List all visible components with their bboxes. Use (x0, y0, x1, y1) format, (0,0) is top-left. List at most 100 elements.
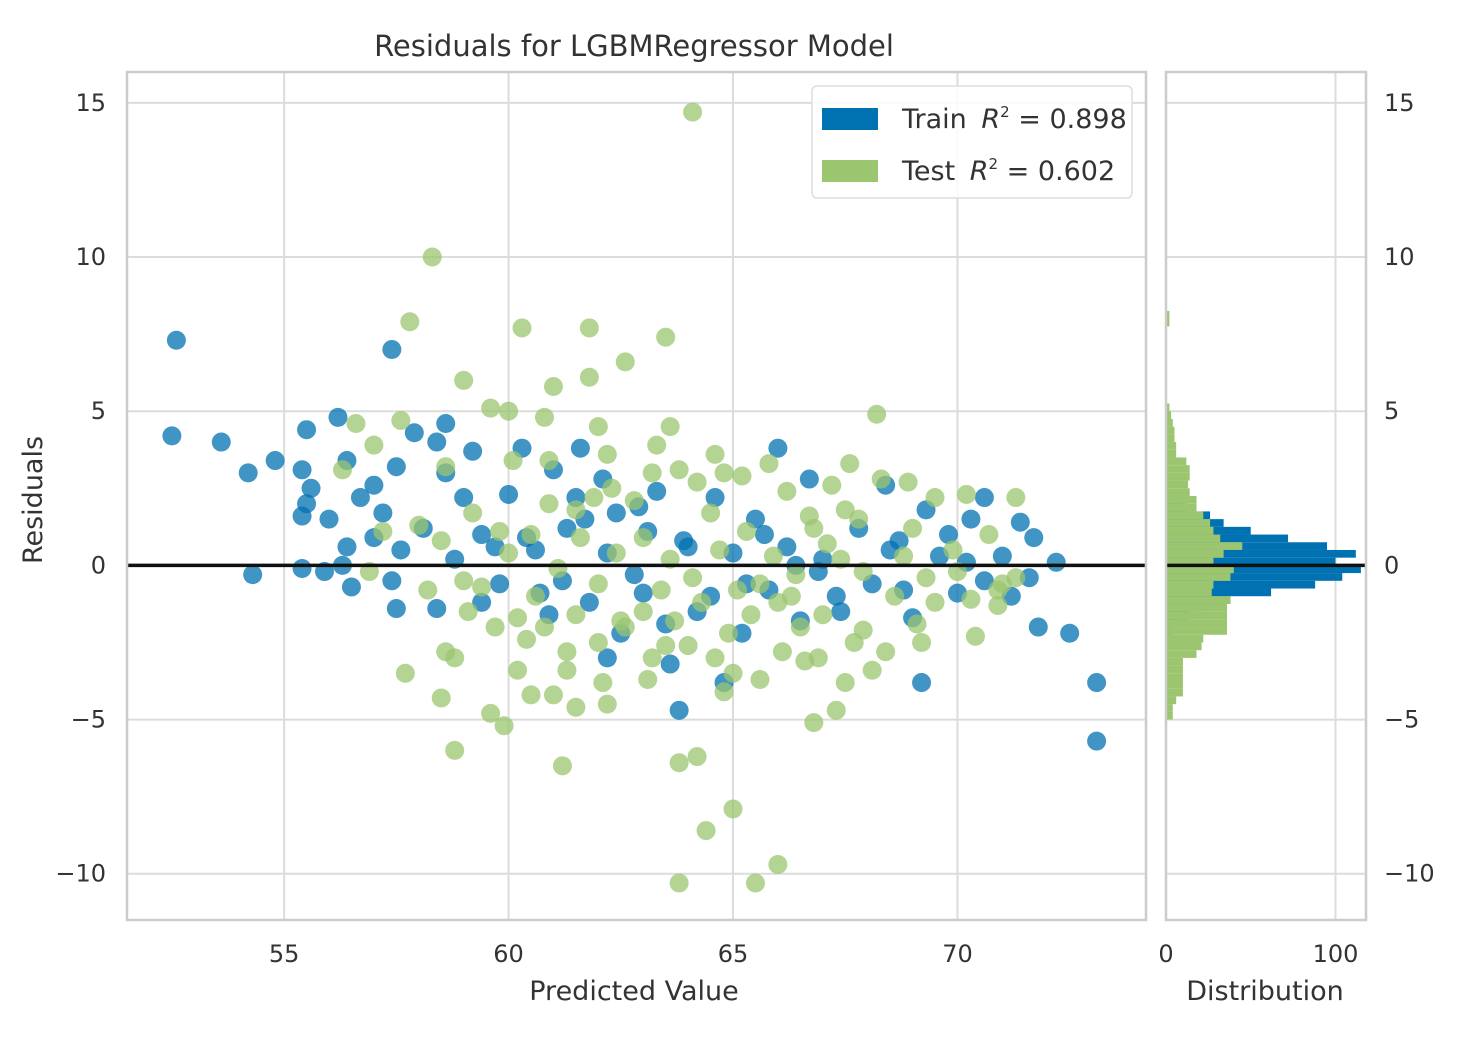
test-point (499, 401, 519, 421)
test-point (907, 614, 927, 634)
histogram-test-bar (1166, 711, 1173, 720)
train-point (292, 558, 312, 578)
histogram-axes-frame (1164, 70, 1368, 922)
test-point (481, 703, 501, 723)
test-point (454, 370, 474, 390)
test-point (588, 632, 608, 652)
test-point (772, 642, 792, 662)
test-point (925, 592, 945, 612)
histogram-train-bar (1166, 534, 1289, 543)
train-point (427, 432, 447, 452)
main-tick-labels: 55 60 65 70 15 10 5 0 −5 −10 (55, 89, 972, 968)
train-point (1046, 552, 1066, 572)
train-point (1087, 673, 1107, 693)
histogram-test-bar (1166, 657, 1183, 666)
legend-test-swatch (822, 160, 878, 182)
test-point (956, 484, 976, 504)
hist-y-tick-label: 10 (1384, 243, 1415, 271)
test-point (804, 713, 824, 733)
train-point (705, 488, 725, 508)
histogram-test-bar (1166, 503, 1197, 512)
hist-y-tick-label: 5 (1384, 397, 1399, 425)
test-point (840, 454, 860, 474)
test-point (916, 568, 936, 588)
test-point (597, 444, 617, 464)
train-point (557, 518, 577, 538)
train-point (660, 654, 680, 674)
test-point (656, 636, 676, 656)
train-point (243, 565, 263, 585)
test-point (481, 398, 501, 418)
train-point (404, 423, 424, 443)
x-tick-label: 55 (269, 940, 300, 968)
train-point (472, 525, 492, 545)
histogram-test-bar (1166, 449, 1177, 458)
histogram-test-bar (1166, 318, 1170, 327)
histogram-test-bar (1166, 557, 1214, 566)
test-point (454, 571, 474, 591)
test-point (723, 663, 743, 683)
test-point (557, 642, 577, 662)
train-point (319, 509, 339, 529)
train-point (826, 586, 846, 606)
test-point (638, 669, 658, 689)
test-point (503, 451, 523, 471)
main-scatter (162, 102, 1107, 893)
train-point (382, 571, 402, 591)
test-point (763, 546, 783, 566)
histogram-test-bar (1166, 634, 1204, 643)
test-point (647, 435, 667, 455)
histogram-test-bar (1166, 465, 1190, 473)
test-point (979, 525, 999, 545)
chart-title: Residuals for LGBMRegressor Model (374, 29, 894, 63)
histogram-test-bar (1166, 472, 1190, 481)
test-point (463, 503, 483, 523)
test-point (656, 327, 676, 347)
histogram-test-bar (1166, 665, 1183, 674)
test-point (534, 617, 554, 637)
test-point (570, 528, 590, 548)
histogram-test-bar (1166, 480, 1189, 489)
test-point (445, 648, 465, 668)
train-point (1019, 568, 1039, 588)
legend: Train R2 = 0.898 Test R2 = 0.602 (811, 85, 1133, 199)
test-point (988, 595, 1008, 615)
y-tick-label: 0 (91, 551, 106, 579)
test-point (835, 500, 855, 520)
train-point (1010, 512, 1030, 532)
train-point (350, 488, 370, 508)
train-point (678, 537, 698, 557)
hist-y-tick-label: −5 (1384, 706, 1419, 734)
train-point (974, 488, 994, 508)
test-point (606, 543, 626, 563)
train-point (463, 441, 483, 461)
test-point (692, 592, 712, 612)
histogram-train-bar (1166, 588, 1272, 597)
test-point (485, 617, 505, 637)
histogram-test-bar (1166, 681, 1183, 689)
histogram-test-bar (1166, 418, 1173, 427)
test-point (445, 740, 465, 760)
test-point (678, 636, 698, 656)
train-point (297, 420, 317, 440)
test-point (552, 756, 572, 776)
test-point (579, 318, 599, 338)
histogram-test-bar (1166, 588, 1212, 597)
x-tick-label: 70 (942, 940, 973, 968)
y-tick-label: 15 (75, 89, 106, 117)
test-point (835, 673, 855, 693)
histogram-bars (1166, 310, 1361, 720)
train-point (162, 426, 182, 446)
histogram-test-bar (1166, 573, 1231, 581)
histogram-test-bar (1166, 403, 1170, 412)
test-point (867, 404, 887, 424)
test-point (534, 407, 554, 427)
test-point (669, 460, 689, 480)
test-point (588, 417, 608, 437)
y-tick-label: −10 (55, 860, 106, 888)
train-point (912, 673, 932, 693)
train-point (732, 623, 752, 643)
histogram-test-bar (1166, 457, 1187, 466)
test-point (714, 463, 734, 483)
x-tick-label: 65 (718, 940, 749, 968)
